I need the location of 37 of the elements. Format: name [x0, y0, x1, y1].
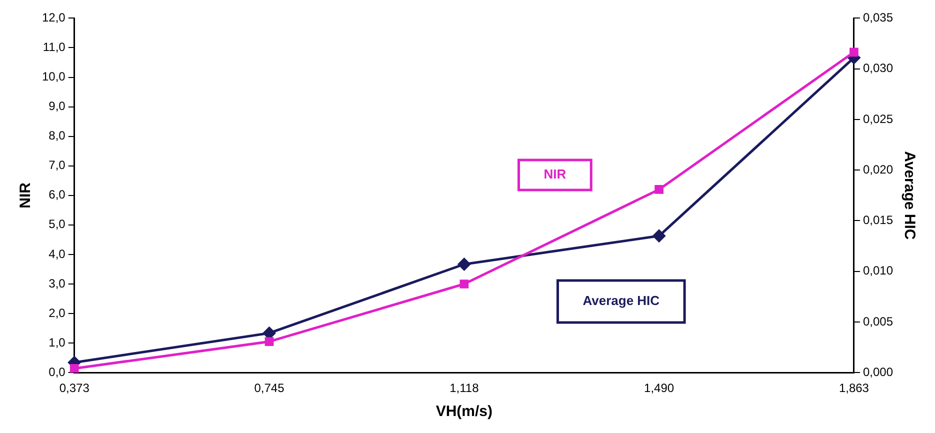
y-tick-label: 6,0: [48, 188, 66, 202]
y2-tick-label: 0,030: [862, 61, 894, 76]
x-tick-label: 1,863: [838, 381, 870, 396]
x-tick-label: 0,745: [254, 381, 285, 396]
y-tick-label: 8,0: [48, 128, 66, 143]
y2-tick-label: 0,010: [862, 264, 894, 278]
y2-tick-label: 0,025: [862, 112, 894, 126]
y-tick-label: 9,0: [48, 99, 66, 114]
point: [850, 48, 858, 57]
y2-tick-label: 0,005: [862, 314, 894, 328]
point: [458, 258, 470, 271]
x-axis-title: VH(m/s): [436, 403, 493, 420]
y-tick-label: 2,0: [48, 306, 66, 320]
point: [654, 185, 664, 194]
y-tick-label: 10,0: [42, 70, 66, 84]
point: [460, 280, 469, 288]
x-tick-label: 0,373: [59, 381, 90, 396]
point: [652, 230, 666, 242]
y-tick-label: 11,0: [42, 40, 66, 54]
y-tick-label: 1,0: [48, 335, 66, 350]
text: NIR: [544, 166, 567, 182]
y-tick-label: 5,0: [48, 217, 66, 232]
x-tick-label: 1,118: [450, 381, 480, 396]
y2-tick-label: 0,035: [862, 10, 894, 25]
y-tick-label: 0,0: [48, 364, 66, 379]
y-tick-label: 12,0: [42, 10, 66, 25]
y2-tick-label: 0,020: [862, 162, 894, 176]
text: Average HIC: [582, 293, 660, 308]
y2-tick-label: 0,000: [862, 364, 894, 379]
x-tick-label: 1,490: [644, 381, 674, 396]
y2-tick-label: 0,015: [862, 213, 894, 228]
y-tick-label: 7,0: [48, 158, 66, 172]
y-axis-title: NIR: [17, 182, 34, 208]
y-tick-label: 4,0: [48, 246, 66, 261]
point: [264, 337, 274, 346]
y2-axis-title: Average HIC: [900, 151, 918, 240]
y-tick-label: 3,0: [48, 276, 66, 290]
